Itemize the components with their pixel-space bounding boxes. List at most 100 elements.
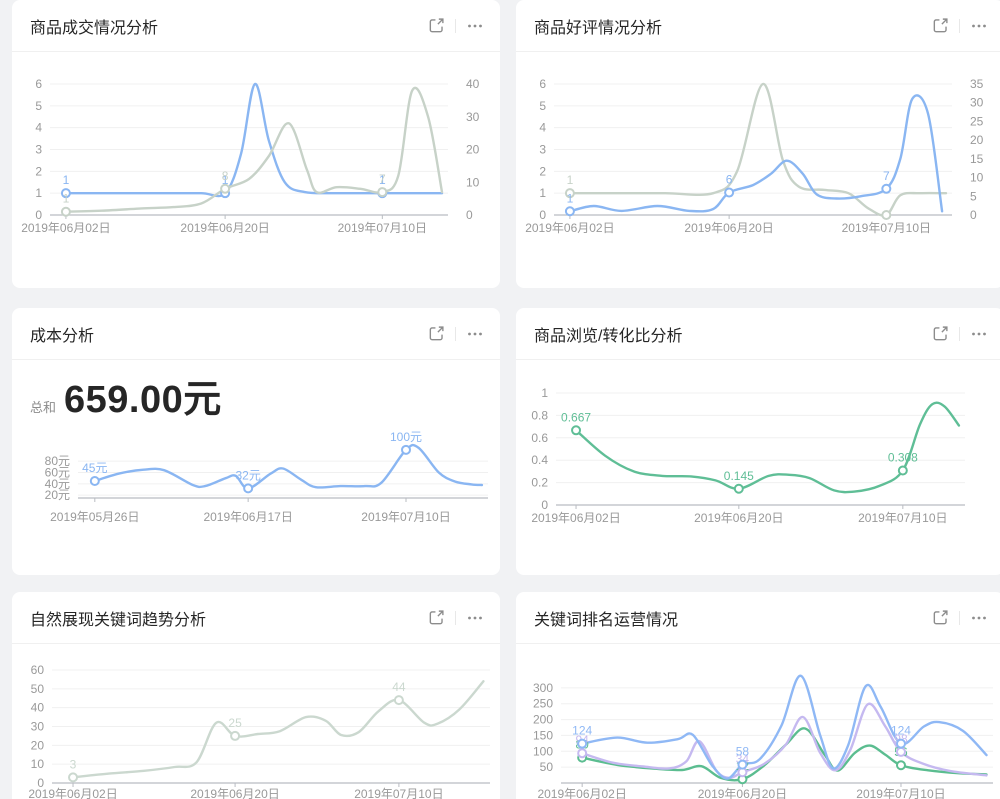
- divider: [959, 18, 960, 33]
- line-chart-keyword-trend[interactable]: 0 10 20 30 40 50 60 2019年06月02日 2019年06月20日 2019年…: [12, 650, 500, 799]
- svg-text:1: 1: [567, 173, 574, 187]
- panel-actions: [428, 609, 484, 626]
- svg-text:30: 30: [31, 720, 45, 734]
- line-chart-deal[interactable]: 0 1 2 3 4 5 6 0 10 20 30 40 2019年06月02日 2019年06月20日 20…: [12, 50, 500, 250]
- open-external-icon[interactable]: [932, 17, 949, 34]
- panel-header: 商品好评情况分析: [516, 0, 1000, 52]
- open-external-icon[interactable]: [932, 325, 949, 342]
- svg-text:44: 44: [392, 680, 406, 694]
- svg-text:2019年07月10日: 2019年07月10日: [856, 787, 945, 799]
- svg-text:5: 5: [35, 99, 42, 113]
- svg-text:2019年06月02日: 2019年06月02日: [28, 787, 117, 799]
- summary-label: 总和: [30, 400, 57, 415]
- more-options-icon[interactable]: [466, 18, 484, 34]
- chart-panel-keyword-trend: 自然展现关键词趋势分析 0 10 20 30 40 50 60 2019年06月02日 2019…: [12, 592, 500, 799]
- open-external-icon[interactable]: [428, 17, 445, 34]
- svg-text:7: 7: [883, 169, 890, 183]
- svg-text:0: 0: [970, 208, 977, 222]
- svg-text:2019年06月17日: 2019年06月17日: [203, 510, 292, 524]
- svg-text:32元: 32元: [235, 468, 260, 482]
- panel-title: 商品成交情况分析: [30, 19, 159, 37]
- svg-text:2: 2: [539, 164, 546, 178]
- svg-text:10: 10: [31, 757, 45, 771]
- svg-text:3: 3: [539, 143, 546, 157]
- svg-text:15: 15: [970, 152, 984, 166]
- svg-text:0.2: 0.2: [531, 476, 548, 490]
- svg-text:40: 40: [466, 77, 480, 91]
- divider: [959, 610, 960, 625]
- panel-title: 关键词排名运营情况: [534, 611, 679, 629]
- more-options-icon[interactable]: [970, 610, 988, 626]
- more-options-icon[interactable]: [970, 326, 988, 342]
- svg-text:1: 1: [567, 191, 574, 205]
- panel-header: 商品浏览/转化比分析: [516, 308, 1000, 360]
- chart-panel-deal-analysis: 商品成交情况分析 0 1 2 3 4 5 6 0 10 20 30 40 2019年06月02日 2019…: [12, 0, 500, 288]
- panel-actions: [932, 325, 988, 342]
- svg-text:10: 10: [466, 175, 480, 189]
- svg-text:80元: 80元: [45, 454, 70, 468]
- svg-text:2019年05月26日: 2019年05月26日: [50, 510, 139, 524]
- svg-text:20: 20: [970, 133, 984, 147]
- svg-text:8: 8: [222, 169, 229, 183]
- svg-text:20: 20: [31, 738, 45, 752]
- svg-text:2019年06月02日: 2019年06月02日: [21, 221, 110, 235]
- svg-text:2019年07月10日: 2019年07月10日: [361, 510, 450, 524]
- svg-text:6: 6: [35, 77, 42, 91]
- svg-text:100元: 100元: [390, 430, 422, 444]
- svg-text:100: 100: [533, 744, 553, 758]
- open-external-icon[interactable]: [428, 325, 445, 342]
- svg-text:2019年06月20日: 2019年06月20日: [698, 787, 787, 799]
- svg-text:2019年06月20日: 2019年06月20日: [180, 221, 269, 235]
- svg-text:60: 60: [31, 663, 45, 677]
- svg-text:35: 35: [970, 77, 984, 91]
- line-chart-conversion[interactable]: 0 0.2 0.4 0.6 0.8 1 2019年06月02日 2019年06月20日 2019…: [516, 368, 1000, 573]
- line-chart-review[interactable]: 0 1 2 3 4 5 6 0 5 10 15 20 25 30 35 2019年06月02日 2019年06月…: [516, 50, 1000, 250]
- svg-text:0.4: 0.4: [531, 453, 548, 467]
- open-external-icon[interactable]: [932, 609, 949, 626]
- svg-text:2019年06月02日: 2019年06月02日: [537, 787, 626, 799]
- divider: [455, 610, 456, 625]
- svg-text:0.667: 0.667: [561, 410, 591, 424]
- svg-text:2019年06月20日: 2019年06月20日: [190, 787, 279, 799]
- svg-text:0.6: 0.6: [531, 431, 548, 445]
- svg-text:2019年06月02日: 2019年06月02日: [525, 221, 614, 235]
- svg-text:150: 150: [533, 728, 553, 742]
- svg-text:1: 1: [63, 192, 70, 206]
- chart-panel-conversion-analysis: 商品浏览/转化比分析 0 0.2 0.4 0.6 0.8 1 2019年06月02日 2019…: [516, 308, 1000, 575]
- svg-text:1: 1: [541, 386, 548, 400]
- svg-text:0.8: 0.8: [531, 408, 548, 422]
- svg-text:3: 3: [70, 757, 77, 771]
- svg-text:4: 4: [35, 121, 42, 135]
- svg-text:50: 50: [31, 682, 45, 696]
- more-options-icon[interactable]: [466, 326, 484, 342]
- svg-text:0.145: 0.145: [724, 469, 754, 483]
- svg-text:200: 200: [533, 713, 553, 727]
- more-options-icon[interactable]: [466, 610, 484, 626]
- svg-text:0: 0: [466, 208, 473, 222]
- svg-text:0: 0: [541, 498, 548, 512]
- panel-title: 商品好评情况分析: [534, 19, 663, 37]
- svg-text:1: 1: [63, 173, 70, 187]
- chart-panel-cost-analysis: 成本分析 总和 659.00元 20元 40元 60元 80元 2019年05月26日 2…: [12, 308, 500, 575]
- divider: [455, 326, 456, 341]
- svg-text:2019年06月20日: 2019年06月20日: [684, 221, 773, 235]
- svg-text:124: 124: [572, 724, 592, 738]
- svg-text:20元: 20元: [45, 488, 70, 502]
- svg-text:6: 6: [726, 173, 733, 187]
- svg-text:250: 250: [533, 697, 553, 711]
- svg-text:3: 3: [35, 143, 42, 157]
- svg-text:1: 1: [539, 186, 546, 200]
- svg-text:2019年07月10日: 2019年07月10日: [842, 221, 931, 235]
- panel-title: 自然展现关键词趋势分析: [30, 611, 207, 629]
- svg-text:2019年07月10日: 2019年07月10日: [354, 787, 443, 799]
- more-options-icon[interactable]: [970, 18, 988, 34]
- svg-text:2019年06月20日: 2019年06月20日: [694, 511, 783, 525]
- open-external-icon[interactable]: [428, 609, 445, 626]
- panel-title: 商品浏览/转化比分析: [534, 327, 683, 345]
- svg-text:2019年06月02日: 2019年06月02日: [531, 511, 620, 525]
- panel-header: 自然展现关键词趋势分析: [12, 592, 500, 644]
- svg-text:7: 7: [379, 172, 386, 186]
- svg-text:6: 6: [539, 77, 546, 91]
